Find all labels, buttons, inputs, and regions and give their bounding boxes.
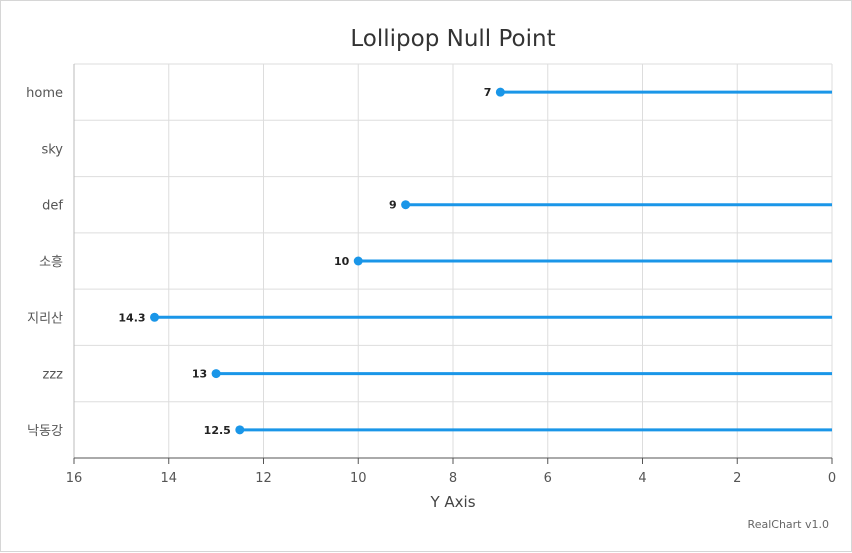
credit-text[interactable]: RealChart v1.0 bbox=[748, 518, 829, 531]
x-tick-label: 4 bbox=[638, 471, 646, 486]
x-tick-label: 8 bbox=[449, 471, 457, 486]
lollipop-point[interactable] bbox=[150, 312, 160, 322]
category-label: 소흥 bbox=[39, 255, 63, 270]
data-label: 10 bbox=[334, 255, 350, 268]
category-label: 지리산 bbox=[27, 311, 63, 326]
category-label: 낙동강 bbox=[27, 424, 63, 439]
lollipop-point[interactable] bbox=[353, 256, 363, 266]
x-tick-label: 2 bbox=[733, 471, 741, 486]
lollipop-point[interactable] bbox=[401, 200, 411, 210]
category-label: zzz bbox=[43, 368, 64, 383]
data-label: 9 bbox=[389, 199, 397, 212]
data-label: 12.5 bbox=[204, 424, 231, 437]
x-tick-label: 10 bbox=[350, 471, 367, 486]
lollipop-point[interactable] bbox=[211, 369, 221, 379]
x-tick-label: 16 bbox=[66, 471, 83, 486]
category-label: sky bbox=[41, 142, 63, 157]
lollipop-point[interactable] bbox=[495, 87, 505, 97]
lollipop-point[interactable] bbox=[235, 425, 245, 435]
series-lollipops: 7 9 10 14.3 13 12.5 bbox=[118, 86, 832, 437]
x-tick-label: 12 bbox=[255, 471, 272, 486]
data-label: 7 bbox=[484, 86, 492, 99]
x-tick-label: 6 bbox=[544, 471, 552, 486]
chart-title: Lollipop Null Point bbox=[350, 26, 555, 52]
x-tick-label: 0 bbox=[828, 471, 836, 486]
x-axis-ticks: 16 14 12 10 8 6 4 2 0 bbox=[66, 458, 836, 486]
x-tick-label: 14 bbox=[160, 471, 177, 486]
data-label: 13 bbox=[192, 368, 207, 381]
x-axis-title: Y Axis bbox=[429, 493, 475, 511]
category-label: def bbox=[42, 199, 63, 214]
category-label: home bbox=[26, 86, 63, 101]
data-label: 14.3 bbox=[118, 311, 145, 324]
